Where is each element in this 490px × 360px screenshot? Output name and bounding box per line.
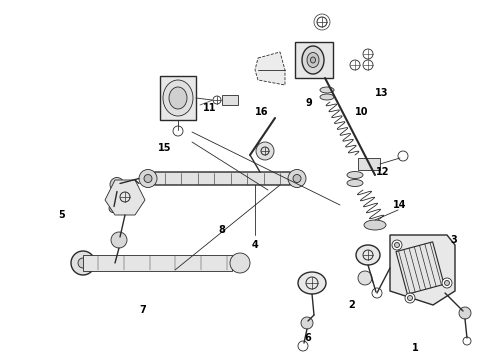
Text: 16: 16 xyxy=(255,107,269,117)
Text: 9: 9 xyxy=(306,98,313,108)
Ellipse shape xyxy=(347,180,363,186)
Text: 6: 6 xyxy=(305,333,311,343)
Circle shape xyxy=(301,317,313,329)
Ellipse shape xyxy=(364,220,386,230)
Polygon shape xyxy=(150,172,295,185)
Circle shape xyxy=(444,280,449,285)
Ellipse shape xyxy=(169,87,187,109)
Circle shape xyxy=(293,175,301,183)
Circle shape xyxy=(111,232,127,248)
Bar xyxy=(358,158,380,170)
Bar xyxy=(222,95,238,105)
Circle shape xyxy=(230,253,250,273)
Ellipse shape xyxy=(298,272,326,294)
Circle shape xyxy=(71,251,95,275)
Bar xyxy=(83,255,232,271)
Ellipse shape xyxy=(320,87,334,93)
Circle shape xyxy=(144,175,152,183)
Polygon shape xyxy=(390,235,455,305)
Bar xyxy=(160,76,196,120)
Circle shape xyxy=(442,278,452,288)
Text: 11: 11 xyxy=(203,103,217,113)
Circle shape xyxy=(109,204,117,212)
Circle shape xyxy=(394,243,399,248)
Ellipse shape xyxy=(320,94,334,100)
Circle shape xyxy=(78,258,88,268)
Text: 12: 12 xyxy=(376,167,390,177)
Bar xyxy=(295,42,333,78)
Ellipse shape xyxy=(302,46,324,74)
Text: 2: 2 xyxy=(348,300,355,310)
Text: 14: 14 xyxy=(393,200,407,210)
Ellipse shape xyxy=(347,171,363,179)
Circle shape xyxy=(405,293,415,303)
Circle shape xyxy=(392,240,402,250)
Text: 15: 15 xyxy=(158,143,172,153)
Circle shape xyxy=(288,170,306,188)
Circle shape xyxy=(358,271,372,285)
Text: 1: 1 xyxy=(412,343,418,353)
Ellipse shape xyxy=(307,53,319,68)
Circle shape xyxy=(139,170,157,188)
Polygon shape xyxy=(255,52,285,85)
Text: 5: 5 xyxy=(59,210,65,220)
Ellipse shape xyxy=(311,57,316,63)
Ellipse shape xyxy=(356,245,380,265)
Text: 13: 13 xyxy=(375,88,389,98)
Text: 4: 4 xyxy=(252,240,258,250)
Circle shape xyxy=(459,307,471,319)
Ellipse shape xyxy=(163,80,193,116)
Text: 10: 10 xyxy=(355,107,369,117)
Bar xyxy=(396,242,444,294)
Text: 8: 8 xyxy=(219,225,225,235)
Circle shape xyxy=(110,177,124,192)
Text: 3: 3 xyxy=(451,235,457,245)
Polygon shape xyxy=(105,180,145,215)
Text: 7: 7 xyxy=(140,305,147,315)
Circle shape xyxy=(256,142,274,160)
Circle shape xyxy=(408,296,413,301)
